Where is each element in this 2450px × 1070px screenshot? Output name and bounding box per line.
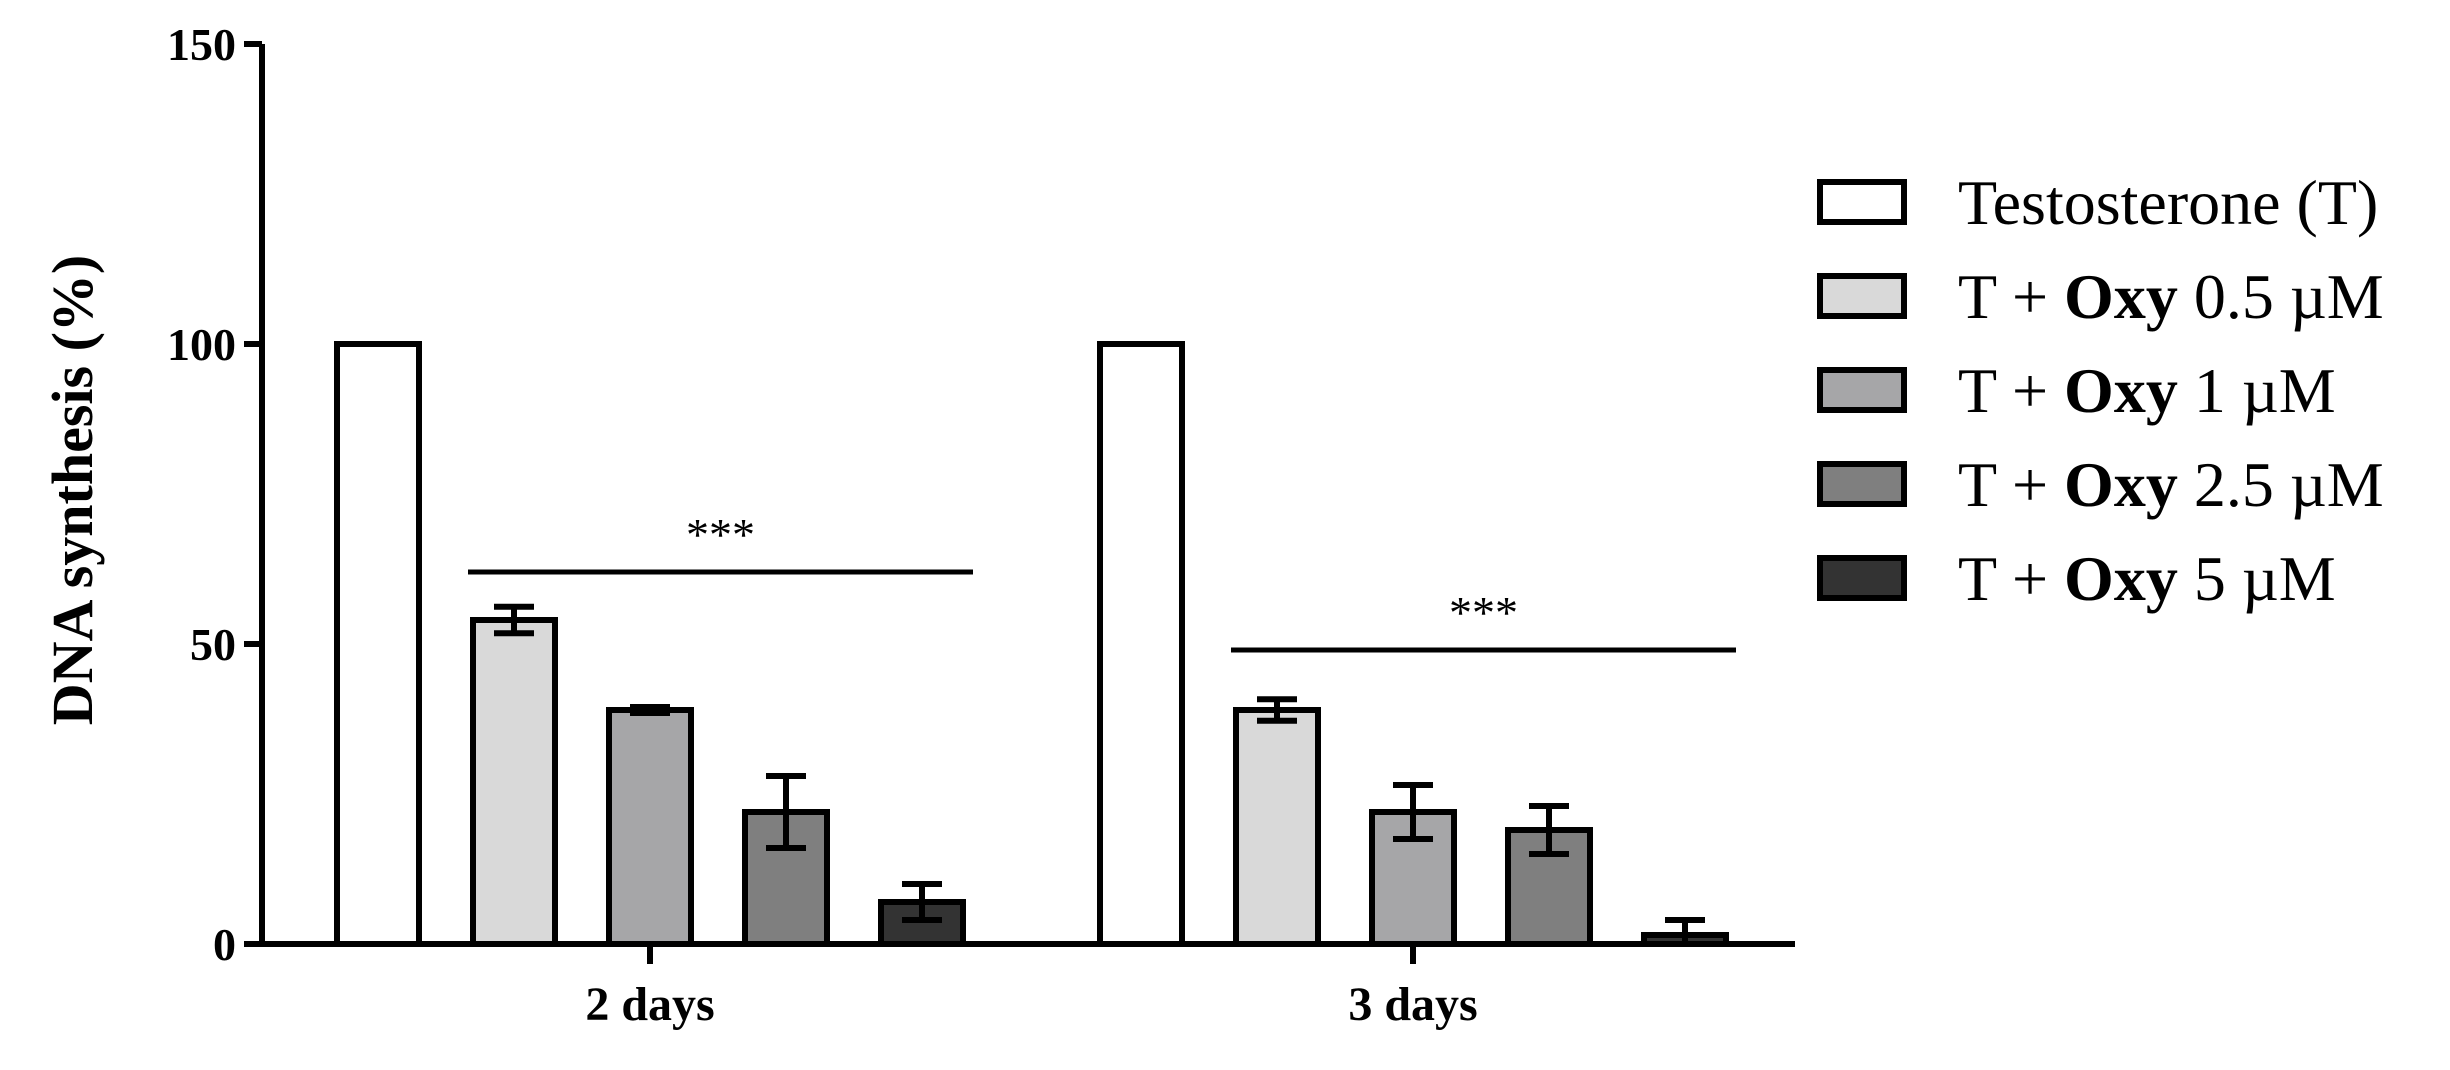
y-tick-label-2: 50 [190, 619, 236, 670]
significance-label-1: *** [686, 509, 755, 560]
legend-label-4: T + Oxy 2.5 µM [1958, 449, 2384, 520]
legend-swatch-1 [1817, 179, 1907, 225]
y-tick-label-3: 100 [167, 319, 236, 370]
legend-label-part: Oxy [2064, 355, 2178, 426]
legend-swatch-5 [1817, 555, 1907, 601]
bar-1-1 [334, 341, 422, 947]
bar-2-1 [1097, 341, 1185, 947]
legend-label-1: Testosterone (T) [1958, 167, 2378, 238]
bar-2-2 [1233, 707, 1321, 947]
axes-layer: 0 50 100 150 2 days 3 days [167, 19, 1795, 1031]
legend-label-part: 0.5 µM [2178, 261, 2384, 332]
legend-label-part: T + [1958, 449, 2064, 520]
significance-layer: *** *** [468, 509, 1736, 653]
legend-label-part: Oxy [2064, 261, 2178, 332]
legend-swatch-2 [1817, 273, 1907, 319]
legend-label-part: 5 µM [2178, 543, 2336, 614]
legend-label-part: Oxy [2064, 543, 2178, 614]
legend-label-part: T + [1958, 543, 2064, 614]
legend-label-part: 2.5 µM [2178, 449, 2384, 520]
legend-label-5: T + Oxy 5 µM [1958, 543, 2336, 614]
x-tick-label-2: 3 days [1348, 978, 1477, 1031]
y-tick-label-1: 0 [213, 919, 236, 970]
bars-layer [334, 341, 1729, 947]
legend-label-2: T + Oxy 0.5 µM [1958, 261, 2384, 332]
x-tick-label-1: 2 days [585, 978, 714, 1031]
legend-label-part: Oxy [2064, 449, 2178, 520]
legend-swatch-4 [1817, 461, 1907, 507]
significance-label-2: *** [1449, 587, 1518, 638]
y-tick-label-4: 150 [167, 19, 236, 70]
bar-1-3 [606, 707, 694, 947]
legend-label-part: 1 µM [2178, 355, 2336, 426]
bar-1-2 [470, 617, 558, 947]
y-axis-title: DNA synthesis (%) [40, 255, 105, 726]
legend-label-part: T + [1958, 261, 2064, 332]
legend-label-part: T + [1958, 355, 2064, 426]
legend-label-3: T + Oxy 1 µM [1958, 355, 2336, 426]
legend-swatch-3 [1817, 367, 1907, 413]
legend-label-part: Testosterone (T) [1958, 167, 2378, 238]
legend: Testosterone (T)T + Oxy 0.5 µMT + Oxy 1 … [1817, 167, 2384, 614]
